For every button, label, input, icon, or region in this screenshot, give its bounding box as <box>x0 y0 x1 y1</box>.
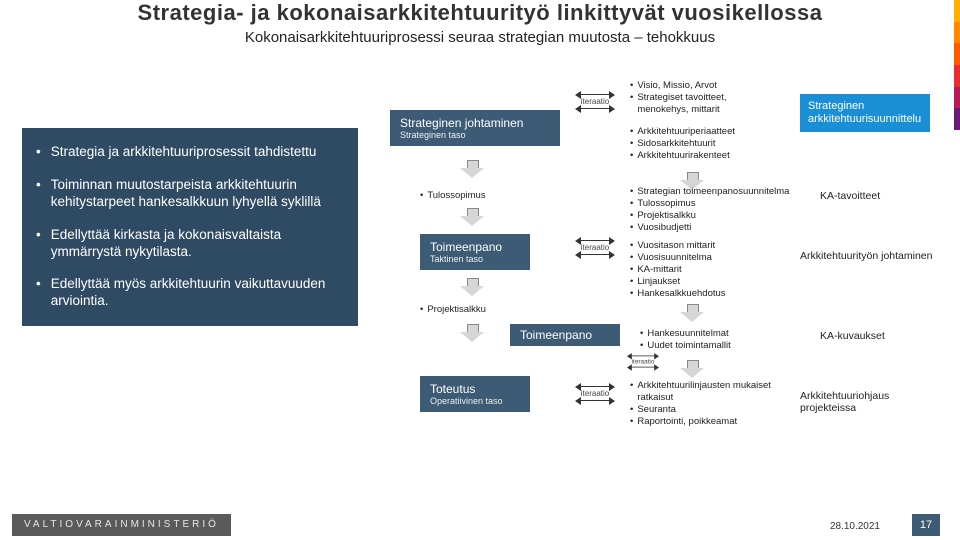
list-item: Arkkitehtuuriperiaatteet <box>630 126 780 138</box>
iter-label: iteraatio <box>581 97 609 106</box>
list-item: Tulossopimus <box>630 198 800 210</box>
arrow-down-icon <box>460 160 484 180</box>
iter-label: iteraatio <box>581 243 609 252</box>
list-vuositason: Vuositason mittaritVuosisuunnitelmaKA-mi… <box>630 240 780 299</box>
bullet-item: Toiminnan muutostarpeista arkkitehtuurin… <box>32 177 344 211</box>
box-title: Strateginen johtaminen <box>400 116 550 130</box>
box-toimeenpano-2: Toimeenpano <box>510 324 620 346</box>
box-title: Toimeenpano <box>430 240 520 254</box>
list-item: Vuosibudjetti <box>630 222 800 234</box>
list-item: Strategiset tavoitteet, menokehys, mitta… <box>630 92 780 116</box>
bullet-item: Edellyttää kirkasta ja kokonaisvaltaista… <box>32 227 344 261</box>
list-item: Vuosisuunnitelma <box>630 252 780 264</box>
list-item: Projektisalkku <box>420 304 486 316</box>
list-hankesuunnitelmat: HankesuunnitelmatUudet toimintamallit <box>640 328 790 352</box>
double-arrow: iteraatio <box>580 240 610 255</box>
label-ark-ohj: Arkkitehtuuriohjaus projekteissa <box>800 390 940 414</box>
arrow-down-icon <box>460 278 484 298</box>
list-ratkaisut: Arkkitehtuurilinjausten mukaiset ratkais… <box>630 380 790 428</box>
list-item: Hankesuunnitelmat <box>640 328 790 340</box>
list-item: Arkkitehtuurilinjausten mukaiset ratkais… <box>630 380 790 404</box>
list-strategic-bottom: ArkkitehtuuriperiaatteetSidosarkkitehtuu… <box>630 126 780 162</box>
list-item: Tulossopimus <box>420 190 486 202</box>
arrow-down-icon <box>680 304 704 324</box>
double-arrow: iteraatio <box>580 386 610 401</box>
list-item: Uudet toimintamallit <box>640 340 790 352</box>
arrow-down-icon <box>680 360 704 380</box>
list-item: Hankesalkkuehdotus <box>630 288 780 300</box>
arrow-down-icon <box>460 208 484 228</box>
iter-label: iteraatio <box>581 389 609 398</box>
label-ark-joht: Arkkitehtuurityön johtaminen <box>800 250 940 262</box>
list-toimeenpano-items: Strategian toimeenpanosuunnitelmaTulosso… <box>630 186 800 234</box>
bullet-item: Edellyttää myös arkkitehtuurin vaikuttav… <box>32 276 344 310</box>
list-strategic-top: Visio, Missio, ArvotStrategiset tavoitte… <box>630 80 780 116</box>
list-projektisalkku: Projektisalkku <box>420 304 486 316</box>
diagram-area: Strateginen johtaminen Strateginen taso … <box>380 80 960 500</box>
list-item: Seuranta <box>630 404 790 416</box>
list-item: Projektisalkku <box>630 210 800 222</box>
list-item: Arkkitehtuurirakenteet <box>630 150 780 162</box>
box-strateginen: Strateginen johtaminen Strateginen taso <box>390 110 560 146</box>
list-item: Vuositason mittarit <box>630 240 780 252</box>
box-sub: Strateginen taso <box>400 130 550 140</box>
label-ka-tavoitteet: KA-tavoitteet <box>820 190 880 202</box>
box-title: Toteutus <box>430 382 520 396</box>
label-ka-kuv: KA-kuvaukset <box>820 330 885 342</box>
iter-label: iteraatio <box>632 358 655 365</box>
list-item: Visio, Missio, Arvot <box>630 80 780 92</box>
arrow-down-icon <box>460 324 484 344</box>
main-area: Strategia ja arkkitehtuuriprosessit tahd… <box>0 80 960 500</box>
left-column: Strategia ja arkkitehtuuriprosessit tahd… <box>0 80 380 500</box>
box-strat-arkk: Strateginen arkkitehtuurisuunnittelu <box>800 94 930 132</box>
list-item: KA-mittarit <box>630 264 780 276</box>
page-number: 17 <box>912 514 940 536</box>
page-subtitle: Kokonaisarkkitehtuuriprosessi seuraa str… <box>0 29 960 46</box>
box-sub: Taktinen taso <box>430 254 520 264</box>
list-tulossopimus: Tulossopimus <box>420 190 486 202</box>
bullet-item: Strategia ja arkkitehtuuriprosessit tahd… <box>32 144 344 161</box>
box-toteutus: Toteutus Operatiivinen taso <box>420 376 530 412</box>
ministry-label: VALTIOVARAINMINISTERIÖ <box>12 514 231 536</box>
list-item: Sidosarkkitehtuurit <box>630 138 780 150</box>
list-item: Raportointi, poikkeamat <box>630 416 790 428</box>
list-item: Strategian toimeenpanosuunnitelma <box>630 186 800 198</box>
double-arrow: iteraatio <box>580 94 610 109</box>
box-title: Toimeenpano <box>520 328 610 342</box>
footer-date: 28.10.2021 <box>830 521 880 532</box>
box-toimeenpano-1: Toimeenpano Taktinen taso <box>420 234 530 270</box>
box-sub: Operatiivinen taso <box>430 396 520 406</box>
double-arrow: iteraatio <box>631 356 655 368</box>
footer: VALTIOVARAINMINISTERIÖ <box>0 510 960 540</box>
page-title: Strategia- ja kokonaisarkkitehtuurityö l… <box>0 0 960 25</box>
list-item: Linjaukset <box>630 276 780 288</box>
bullet-panel: Strategia ja arkkitehtuuriprosessit tahd… <box>22 128 358 326</box>
